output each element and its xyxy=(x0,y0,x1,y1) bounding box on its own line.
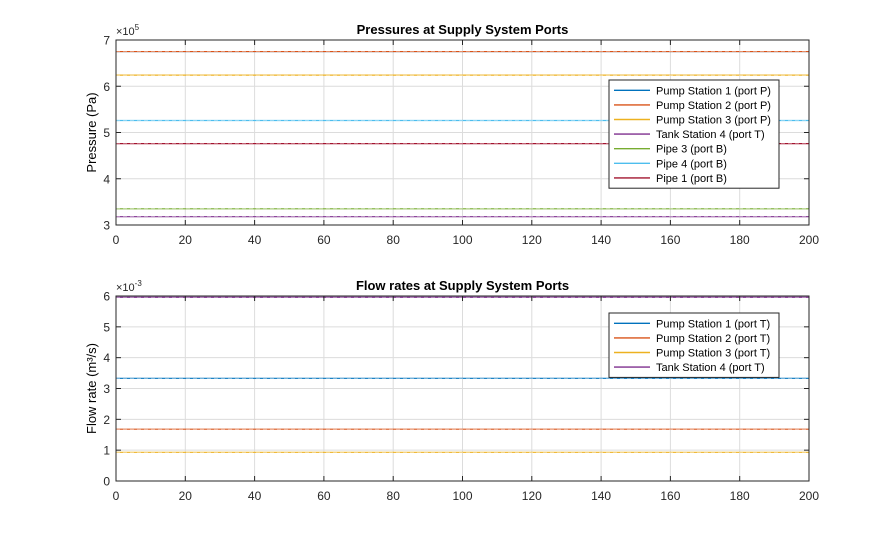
x-tick-label: 100 xyxy=(452,233,472,247)
chart-title: Flow rates at Supply System Ports xyxy=(356,278,569,293)
legend-label-3: Pump Station 3 (port T) xyxy=(656,348,770,360)
chart-1: 0 20 40 60 80 100 120 140 160 180 200 3 4 5 6 7 ×105 Pres… xyxy=(84,22,819,247)
exponent-power: 5 xyxy=(135,23,140,32)
y-tick-label: 2 xyxy=(103,413,110,427)
y-tick-label: 4 xyxy=(103,172,110,186)
x-tick-label: 0 xyxy=(113,489,120,503)
legend: Pump Station 1 (port T) Pump Station 2 (p… xyxy=(608,312,780,378)
y-tick-label: 0 xyxy=(103,475,110,489)
legend-label-2: Pump Station 2 (port T) xyxy=(656,333,770,345)
x-tick-label: 180 xyxy=(730,489,750,503)
x-tick-label: 200 xyxy=(799,489,819,503)
y-tick-label: 5 xyxy=(103,126,110,140)
x-tick-label: 40 xyxy=(248,489,262,503)
y-tick-label: 3 xyxy=(103,219,110,233)
legend-label-5: Pipe 3 (port B) xyxy=(656,144,727,156)
x-tick-label: 140 xyxy=(591,489,611,503)
legend-label-1: Pump Station 1 (port P) xyxy=(656,85,771,97)
legend-label-2: Pump Station 2 (port P) xyxy=(656,100,771,112)
x-tick-label: 20 xyxy=(179,233,193,247)
y-tick-label: 5 xyxy=(103,320,110,334)
x-tick-label: 60 xyxy=(317,489,331,503)
x-tick-label: 100 xyxy=(452,489,472,503)
y-tick-label: 6 xyxy=(103,80,110,94)
y-tick-label: 3 xyxy=(103,382,110,396)
y-tick-label: 6 xyxy=(103,290,110,304)
x-tick-label: 120 xyxy=(522,489,542,503)
x-tick-label: 80 xyxy=(387,489,401,503)
x-tick-label: 140 xyxy=(591,233,611,247)
legend-label-6: Pipe 4 (port B) xyxy=(656,158,727,170)
legend-label-4: Tank Station 4 (port T) xyxy=(656,362,765,374)
y-axis-label: Flow rate (m³/s) xyxy=(84,343,99,434)
x-tick-label: 80 xyxy=(387,233,401,247)
legend-label-4: Tank Station 4 (port T) xyxy=(656,129,765,141)
legend-label-3: Pump Station 3 (port P) xyxy=(656,115,771,127)
y-axis-label: Pressure (Pa) xyxy=(84,92,99,172)
x-tick-label: 180 xyxy=(730,233,750,247)
y-tick-label: 1 xyxy=(103,444,110,458)
x-tick-label: 160 xyxy=(660,489,680,503)
x-tick-label: 0 xyxy=(113,233,120,247)
x-tick-label: 120 xyxy=(522,233,542,247)
legend-label-1: Pump Station 1 (port T) xyxy=(656,318,770,330)
exponent-label: ×105 xyxy=(116,23,140,38)
chart-2: 0 20 40 60 80 100 120 140 160 180 200 0 1 2 3 4 5 6 ×10-3 F… xyxy=(84,278,819,503)
legend-label-7: Pipe 1 (port B) xyxy=(656,173,727,185)
y-tick-label: 4 xyxy=(103,351,110,365)
x-tick-label: 60 xyxy=(317,233,331,247)
exponent-label: ×10-3 xyxy=(116,279,142,294)
chart-title: Pressures at Supply System Ports xyxy=(357,22,569,37)
x-tick-label: 40 xyxy=(248,233,262,247)
legend: Pump Station 1 (port P) Pump Station 2 (p… xyxy=(608,79,780,189)
y-tick-label: 7 xyxy=(103,34,110,48)
x-tick-label: 20 xyxy=(179,489,193,503)
exponent-power: -3 xyxy=(135,279,143,288)
x-tick-label: 200 xyxy=(799,233,819,247)
x-tick-label: 160 xyxy=(660,233,680,247)
